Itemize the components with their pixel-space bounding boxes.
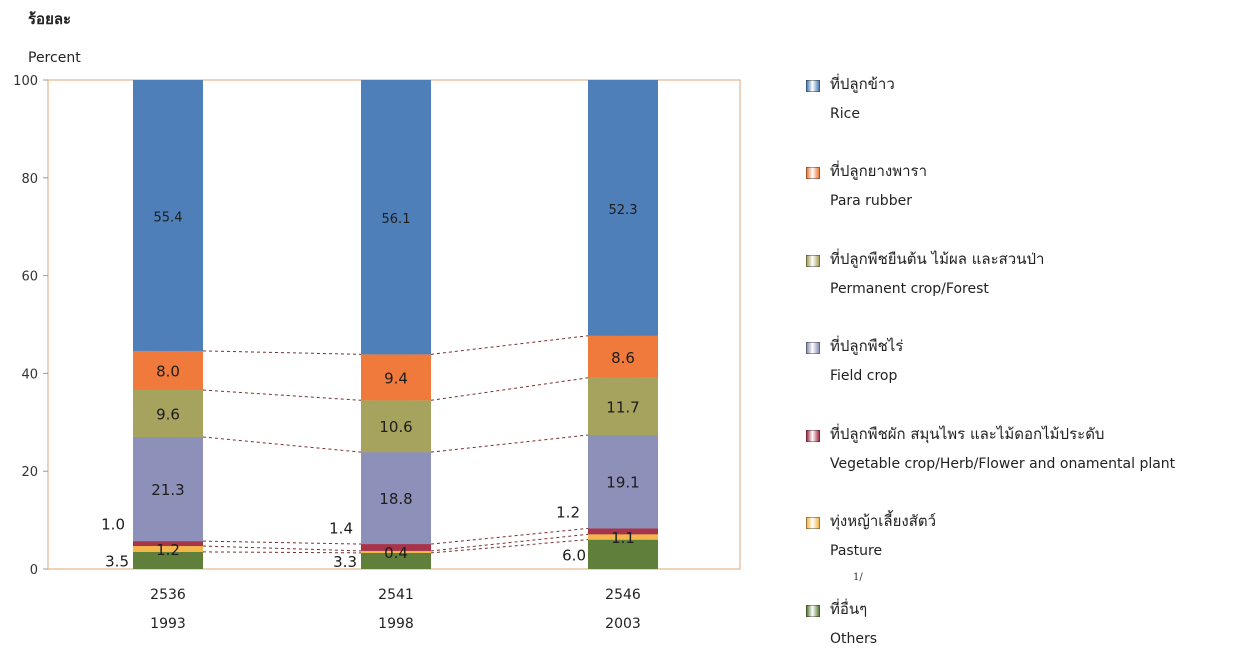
bar-segment — [133, 546, 203, 552]
y-tick-label: 80 — [21, 172, 38, 187]
legend-swatch — [806, 167, 820, 179]
data-label: 21.3 — [151, 481, 184, 499]
legend-swatch — [806, 430, 820, 442]
data-label: 8.0 — [156, 362, 180, 380]
connector-line — [202, 350, 362, 355]
data-label: 52.3 — [609, 203, 638, 218]
bar-segment — [588, 80, 658, 336]
legend-label-en: Pasture — [830, 543, 883, 559]
data-label: 0.4 — [384, 544, 408, 562]
connector-line — [430, 527, 589, 545]
data-label: 10.6 — [379, 418, 412, 436]
legend-label-thai: ทุ่งหญ้าเลี้ยงสัตว์ — [830, 512, 937, 530]
connector-line — [202, 389, 362, 401]
legend-swatch — [806, 255, 820, 267]
data-label: 1.2 — [156, 541, 180, 559]
footnote-mark: 1/ — [853, 572, 863, 583]
legend-label-en: Field crop — [830, 368, 898, 384]
bar-segment — [361, 354, 431, 401]
x-tick-sublabel: 2003 — [605, 616, 641, 632]
legend-label-thai: ที่ปลูกพืชผัก สมุนไพร และไม้ดอกไม้ประดับ — [830, 425, 1105, 443]
connector-line — [430, 539, 589, 554]
bar-segment — [361, 400, 431, 453]
y-unit-en: Percent — [28, 50, 81, 66]
y-tick-label: 60 — [21, 270, 38, 285]
legend-label-thai: ที่ปลูกพืชไร่ — [830, 337, 904, 355]
legend-label-thai: ที่ปลูกยางพารา — [830, 162, 928, 180]
bar-segment — [361, 544, 431, 551]
data-label: 8.6 — [611, 349, 635, 367]
y-tick-label: 0 — [30, 563, 38, 578]
bar-segment — [588, 377, 658, 436]
y-tick-label: 20 — [21, 465, 38, 480]
connector-line — [202, 545, 362, 552]
y-unit-thai: ร้อยละ — [28, 10, 71, 28]
connector-line — [202, 540, 362, 545]
bar-segment — [133, 436, 203, 542]
legend-label-en: Permanent crop/Forest — [830, 281, 989, 297]
bar-segment — [133, 541, 203, 547]
data-label: 1.0 — [101, 516, 125, 534]
legend-label-thai: ที่ปลูกข้าว — [830, 75, 895, 93]
bar-segment — [133, 390, 203, 437]
data-label: 9.6 — [156, 405, 180, 423]
bar-segment — [133, 80, 203, 351]
data-label: 19.1 — [606, 474, 639, 492]
data-label: 11.7 — [606, 398, 639, 416]
x-tick-label: 2546 — [605, 587, 641, 603]
legend-label-en: Others — [830, 631, 878, 647]
data-label: 18.8 — [379, 490, 412, 508]
legend-swatch — [806, 80, 820, 92]
bar-segment — [133, 350, 203, 391]
data-label: 56.1 — [382, 212, 411, 227]
data-label: 1.2 — [556, 503, 580, 521]
bar-segment — [361, 452, 431, 545]
legend-label-en: Vegetable crop/Herb/Flower and onamental… — [830, 456, 1176, 472]
x-tick-label: 2541 — [378, 587, 414, 603]
connector-line — [430, 434, 589, 453]
data-label: 55.4 — [154, 210, 183, 225]
bar-segment — [133, 551, 203, 569]
y-tick-label: 40 — [21, 367, 38, 382]
legend-label-thai: ที่อื่นๆ — [830, 600, 868, 618]
data-label: 3.3 — [333, 553, 357, 571]
legend-swatch — [806, 605, 820, 617]
connector-line — [430, 533, 589, 552]
legend-swatch — [806, 342, 820, 354]
legend-label-thai: ที่ปลูกพืชยืนต้น ไม้ผล และสวนป่า — [830, 250, 1045, 268]
legend-label-en: Para rubber — [830, 193, 912, 209]
data-label: 9.4 — [384, 369, 408, 387]
data-label: 1.4 — [329, 519, 353, 537]
data-label: 6.0 — [562, 546, 586, 564]
connector-line — [430, 377, 589, 401]
bar-segment — [588, 534, 658, 540]
bar-segment — [361, 552, 431, 569]
data-label: 1.1 — [611, 529, 635, 547]
connector-line — [202, 436, 362, 453]
legend-swatch — [806, 517, 820, 529]
x-tick-label: 2536 — [150, 587, 186, 603]
legend-label-en: Rice — [830, 106, 860, 122]
connector-line — [430, 335, 589, 355]
x-tick-sublabel: 1998 — [378, 616, 414, 632]
plot-area: 0 20 40 60 80 100 3.5 1.2 1.0 21.3 9.6 8.0 55.4 3.3 0.… — [13, 74, 741, 632]
x-tick-sublabel: 1993 — [150, 616, 186, 632]
connector-line — [202, 551, 362, 554]
bar-segment — [361, 80, 431, 355]
bar-segment — [361, 550, 431, 553]
bar-segment — [588, 539, 658, 569]
bar-segment — [588, 435, 658, 529]
y-tick-label: 100 — [13, 74, 38, 89]
bar-segment — [588, 528, 658, 535]
data-label: 3.5 — [105, 552, 129, 570]
bar-segment — [588, 335, 658, 378]
